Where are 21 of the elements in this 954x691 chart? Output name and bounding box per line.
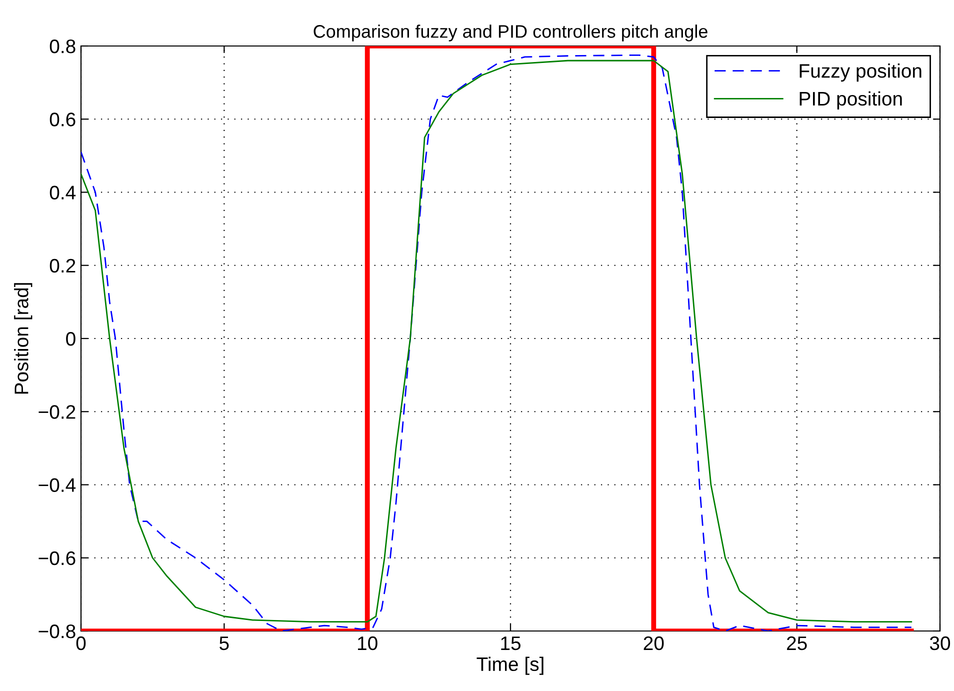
- x-tick-label: 30: [930, 636, 950, 650]
- x-tick-label: 0: [76, 636, 86, 650]
- x-tick-label: 20: [644, 636, 664, 650]
- y-tick-label: 0: [66, 332, 76, 346]
- x-tick-label: 25: [787, 636, 807, 650]
- y-tick-label: 0.8: [50, 39, 76, 54]
- x-tick-label: 5: [220, 636, 229, 650]
- legend-label: Fuzzy position: [800, 64, 922, 82]
- x-axis-title: Time [s]: [476, 656, 544, 675]
- y-axis-title: Position [rad]: [14, 283, 32, 394]
- y-tick-label: 0.4: [50, 186, 76, 200]
- y-tick-label: 0.2: [50, 258, 76, 273]
- y-tick-label: −0.2: [38, 405, 76, 419]
- y-tick-label: −0.8: [38, 624, 76, 638]
- chart-title: Comparison fuzzy and PID controllers pitch angle: [314, 24, 708, 42]
- y-tick-label: −0.4: [38, 478, 76, 492]
- x-tick-label: 15: [501, 636, 520, 650]
- x-tick-label: 10: [358, 636, 378, 650]
- y-tick-label: 0.6: [50, 112, 76, 126]
- legend-label: PID position: [800, 91, 902, 110]
- y-tick-label: −0.6: [38, 551, 76, 566]
